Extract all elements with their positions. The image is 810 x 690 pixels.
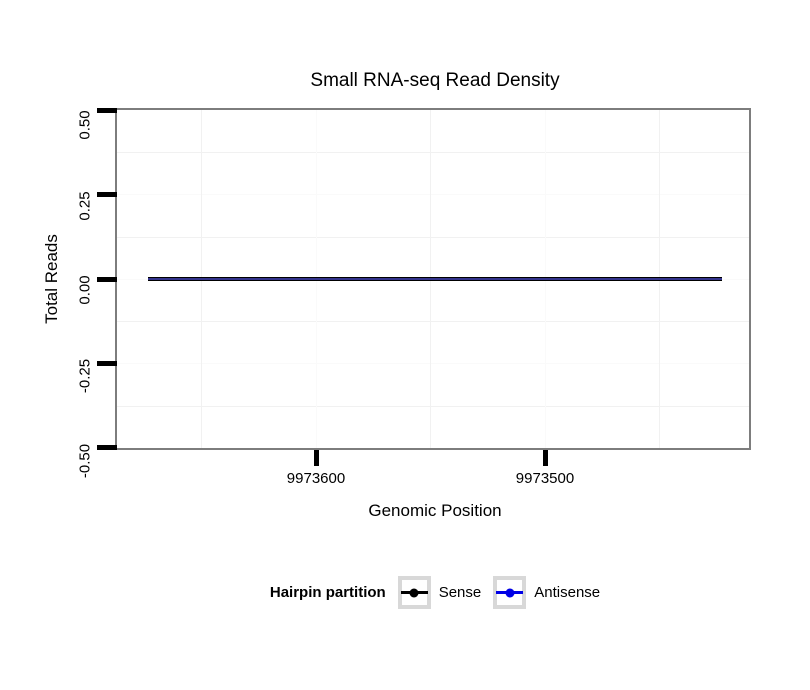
legend-key-sense [397,576,431,609]
y-tick-label: 0.00 [76,275,94,305]
x-tick-label: 9973500 [515,470,575,487]
gridline-minor-h [117,321,749,322]
y-axis-tick [97,108,117,113]
legend-key-antisense [493,576,527,609]
x-axis-tick [314,450,319,466]
legend-entry-antisense: Antisense [493,576,600,609]
y-tick-label: 0.50 [76,110,94,140]
y-tick-label: -0.50 [76,443,94,479]
legend-label-sense: Sense [438,584,482,601]
y-tick-label: -0.25 [76,358,94,394]
gridline-major-h [117,194,749,195]
gridline-minor-h [117,237,749,238]
pointrange-dot-icon [409,588,419,597]
y-axis-title: Total Reads [42,234,61,324]
legend-label-antisense: Antisense [534,584,601,601]
legend-title: Hairpin partition [269,584,386,601]
y-axis-tick [97,277,117,282]
x-axis-tick [543,450,548,466]
chart-title: Small RNA-seq Read Density [310,70,560,91]
y-tick-label: 0.25 [76,191,94,221]
x-axis-title: Genomic Position [368,501,502,520]
y-axis-tick [97,445,117,450]
pointrange-dot-icon [505,588,515,597]
y-axis-tick [97,192,117,197]
legend: Hairpin partition Sense Antisense [117,576,753,609]
gridline-major-h [117,363,749,364]
gridline-minor-h [117,152,749,153]
series-line-antisense [148,278,722,280]
gridline-minor-h [117,406,749,407]
y-axis-tick [97,361,117,366]
plot-panel [115,108,751,450]
x-tick-label: 9973600 [286,470,346,487]
legend-entry-sense: Sense [397,576,482,609]
